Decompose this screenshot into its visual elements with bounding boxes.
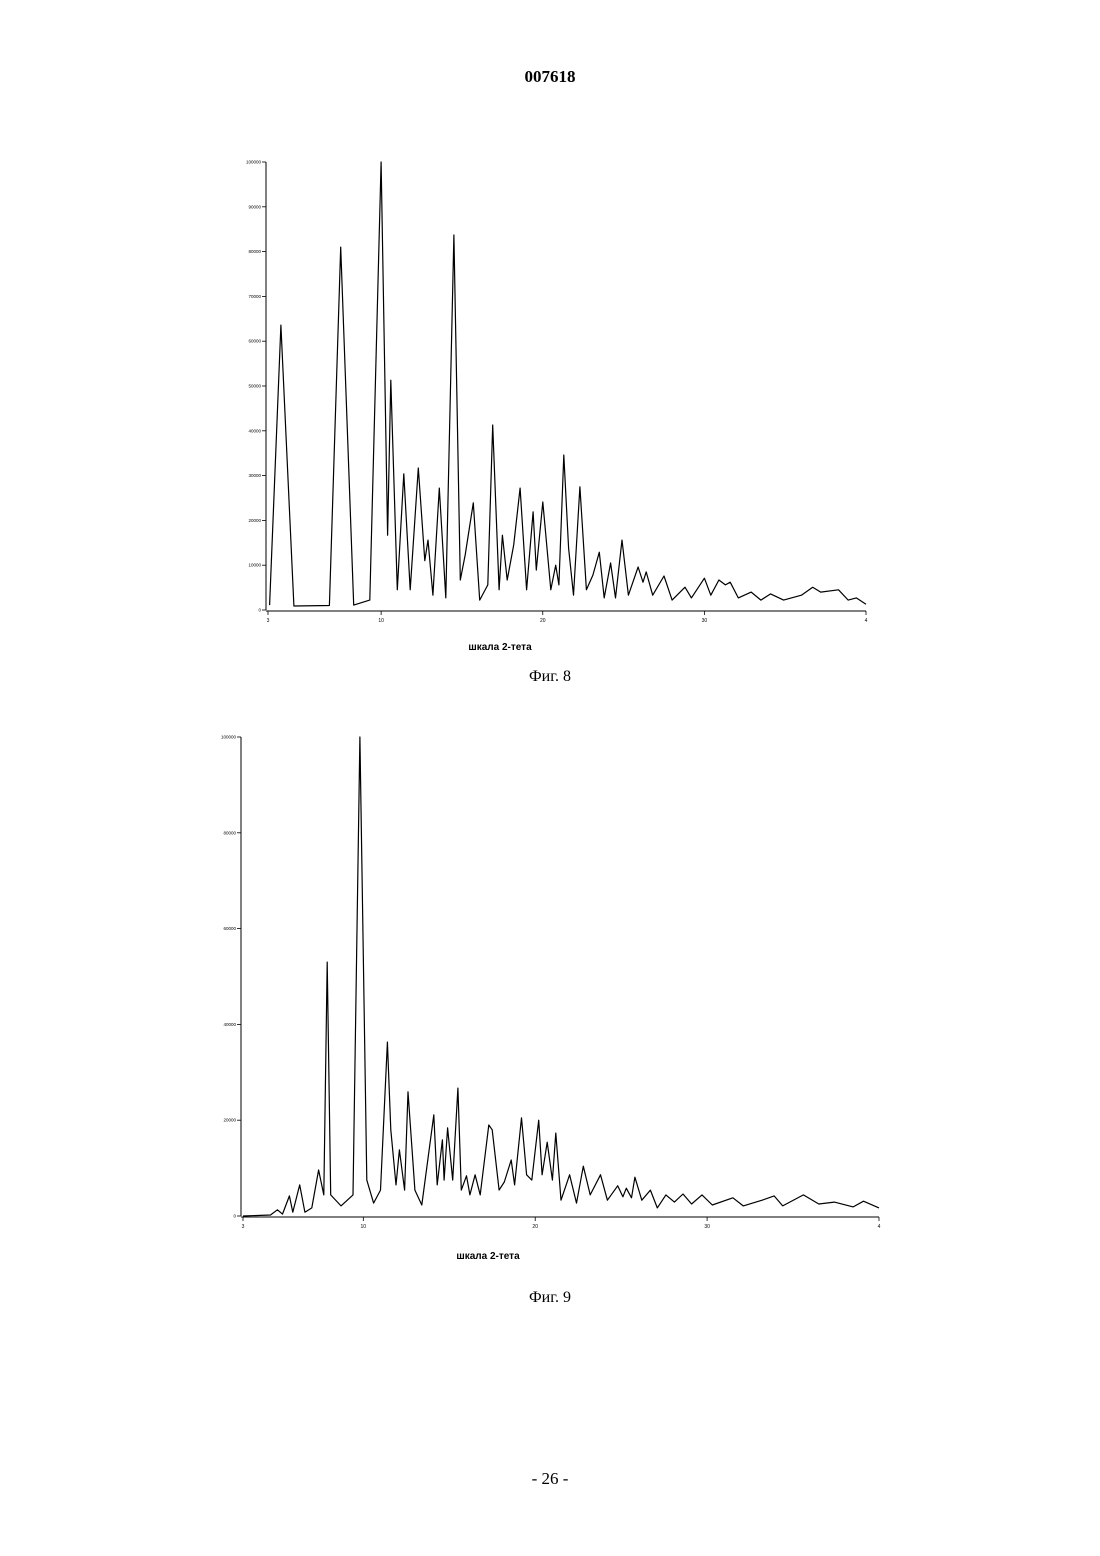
x-tick-label: 30 (704, 1224, 710, 1230)
figure-caption: Фиг. 8 (529, 668, 571, 685)
y-tick-label: 100000 (221, 735, 237, 740)
x-axis-label: шкала 2-тета (468, 642, 532, 653)
x-axis-label: шкала 2-тета (456, 1251, 520, 1262)
x-tick-label: 30 (702, 618, 708, 624)
y-tick-label: 60000 (223, 926, 236, 931)
x-tick-label: 10 (378, 618, 384, 624)
figure-caption: Фиг. 9 (529, 1289, 571, 1306)
y-tick-label: 20000 (248, 518, 261, 523)
page: 007618 - 26 - 01000020000300004000050000… (0, 0, 1100, 1556)
y-tick-label: 90000 (248, 204, 261, 209)
y-tick-label: 40000 (223, 1022, 236, 1027)
x-tick-label: 20 (532, 1224, 538, 1230)
y-tick-label: 60000 (248, 339, 261, 344)
x-tick-label: 3 (267, 618, 270, 624)
x-tick-label: 4 (878, 1224, 881, 1230)
y-tick-label: 30000 (248, 473, 261, 478)
x-tick-label: 20 (540, 618, 546, 624)
page-number: - 26 - (532, 1469, 569, 1488)
y-tick-label: 80000 (248, 249, 261, 254)
x-tick-label: 4 (865, 618, 868, 624)
x-tick-label: 3 (242, 1224, 245, 1230)
page-background (0, 0, 1100, 1556)
y-tick-label: 40000 (248, 428, 261, 433)
x-tick-label: 10 (361, 1224, 367, 1230)
y-tick-label: 50000 (248, 384, 261, 389)
y-tick-label: 10000 (248, 563, 261, 568)
doc-number: 007618 (525, 67, 576, 86)
y-tick-label: 80000 (223, 830, 236, 835)
y-tick-label: 20000 (223, 1118, 236, 1123)
y-tick-label: 70000 (248, 294, 261, 299)
y-tick-label: 100000 (246, 160, 262, 165)
